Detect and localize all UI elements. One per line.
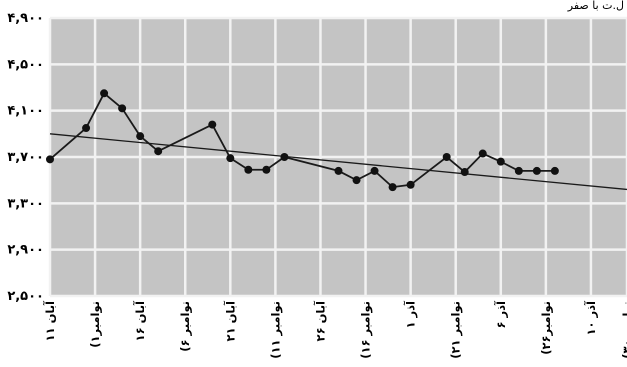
data-point (406, 180, 415, 189)
data-point (442, 153, 451, 161)
x-tick-label: ۶ آذر (494, 300, 508, 329)
data-point (262, 165, 271, 174)
data-point (46, 155, 54, 164)
x-tick-label: ۱ آذر (404, 300, 418, 329)
data-point (226, 154, 235, 163)
x-tick-label: (۳۰ نوامبر (620, 301, 627, 359)
data-point (100, 89, 109, 98)
data-point (514, 166, 523, 175)
data-point (82, 124, 91, 133)
y-axis: ۲,۵۰۰ ۲,۹۰۰ ۳,۳۰۰ ۳,۷۰۰ ۴,۱۰۰ ۴,۵۰۰ ۴,۹۰۰ (7, 11, 44, 304)
x-tick-label: (۶ نوامبر (178, 301, 193, 352)
data-point (136, 132, 145, 141)
x-axis: ۱۱ آبان (۱نوامبر ۱۶ آبان (۶ نوامبر ۲۱ آبان (۱… (43, 300, 627, 359)
trend-layer (49, 133, 627, 191)
x-tick-label: (۲۱ نوامبر (449, 301, 464, 359)
data-point (280, 153, 289, 161)
series-layer (46, 89, 559, 192)
data-point (550, 166, 559, 175)
y-tick-label: ۲,۹۰۰ (7, 243, 44, 258)
x-tick-label: (۱۶ نوامبر (359, 301, 374, 359)
x-tick-label: (۱نوامبر (88, 301, 103, 348)
y-tick-label: ۳,۳۰۰ (7, 196, 44, 211)
data-point (334, 166, 343, 175)
data-point (154, 147, 163, 156)
y-tick-label: ۲,۵۰۰ (7, 289, 44, 304)
x-tick-label: (۱۱ نوامبر (268, 301, 283, 359)
y-tick-label: ۳,۷۰۰ (7, 150, 44, 165)
data-point (460, 168, 469, 177)
y-tick-label: ۴,۱۰۰ (7, 104, 44, 119)
data-point (478, 149, 487, 158)
trend-line (49, 133, 627, 191)
x-tick-label: ۱۶ آبان (133, 300, 147, 341)
data-point (118, 104, 127, 113)
y-tick-label: ۴,۵۰۰ (7, 57, 44, 72)
data-point (244, 165, 253, 174)
y-tick-label: ۴,۹۰۰ (7, 11, 44, 26)
x-tick-label: ۲۱ آبان (223, 300, 237, 341)
x-tick-label: ۱۱ آبان (43, 300, 57, 341)
data-point (208, 120, 217, 129)
data-point (388, 183, 397, 192)
data-point (370, 166, 379, 175)
unit-label: ل.ت با صفر (567, 0, 624, 12)
x-tick-label: (۲۶نوامبر (539, 301, 554, 355)
x-tick-label: ۲۶ آبان (313, 300, 327, 341)
data-point (532, 166, 541, 175)
grid-lines (48, 16, 627, 298)
data-point (352, 176, 361, 185)
x-tick-label: ۱۰ آذر (584, 300, 598, 336)
data-point (496, 157, 505, 166)
